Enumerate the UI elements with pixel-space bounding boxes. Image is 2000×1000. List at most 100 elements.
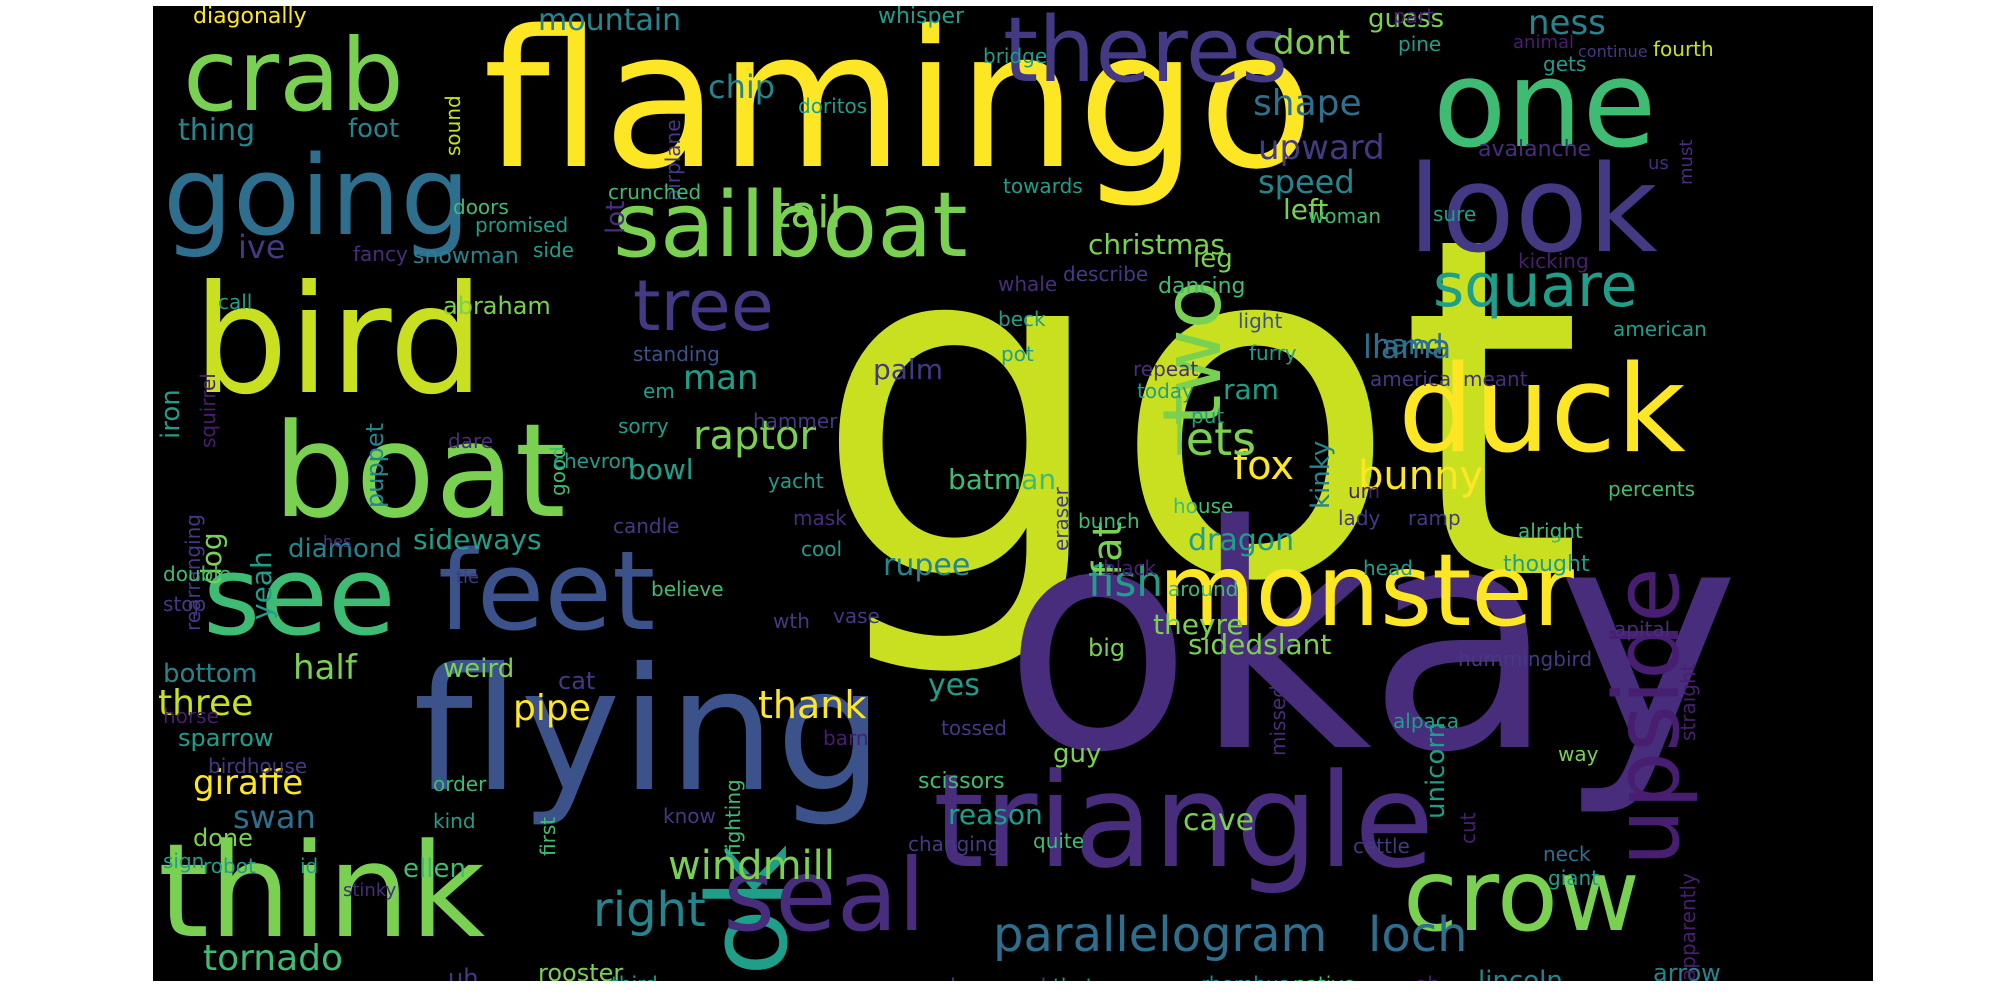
word-whisper: whisper	[878, 6, 965, 29]
word-rhombus: rhombus	[1201, 974, 1289, 981]
word-lincoln: lincoln	[1478, 966, 1563, 981]
word-wth: wth	[773, 609, 810, 633]
word-reason: reason	[948, 798, 1043, 831]
word-ellen: ellen	[403, 854, 466, 884]
word-fox: fox	[1233, 443, 1294, 489]
word-crow: crow	[1403, 837, 1640, 954]
word-sidedslant: sidedslant	[1188, 628, 1332, 661]
word-thought: thought	[1503, 552, 1590, 577]
word-iron: iron	[156, 389, 186, 439]
word-hes: hes	[323, 532, 352, 551]
word-sailboat: sailboat	[613, 173, 968, 278]
word-see: see	[203, 532, 396, 660]
word-tie: tie	[456, 567, 480, 588]
word-vase: vase	[833, 604, 880, 628]
word-unicorn: unicorn	[1421, 721, 1451, 819]
word-furry: furry	[1249, 341, 1297, 365]
word-tail: tail	[773, 187, 842, 238]
word-apparently: apparently	[1676, 873, 1700, 981]
word-triangle: triangle	[933, 745, 1435, 897]
word-robot: robot	[203, 854, 256, 878]
word-believe: believe	[651, 577, 724, 601]
word-seal: seal	[723, 837, 926, 954]
word-cool: cool	[801, 537, 843, 561]
word-giraffe: giraffe	[193, 763, 304, 803]
word-bunny: bunny	[1358, 453, 1484, 499]
word-um: um	[1348, 479, 1381, 503]
word-alpaca: alpaca	[1393, 709, 1460, 733]
word-around: around	[1168, 577, 1239, 601]
word-diamond: diamond	[288, 534, 402, 564]
word-percents: percents	[1608, 477, 1696, 501]
word-flying: flying	[413, 632, 884, 830]
word-stop: stop	[163, 592, 207, 616]
word-horse: horse	[163, 704, 219, 728]
word-put: put	[1191, 404, 1225, 428]
word-lets: lets	[1173, 412, 1257, 466]
word-boat: boat	[273, 395, 566, 547]
word-meant: meant	[1463, 367, 1528, 391]
word-feet: feet	[438, 527, 656, 655]
word-bottom: bottom	[163, 659, 258, 689]
word-hammer: hammer	[753, 409, 838, 433]
word-america: america	[1370, 367, 1452, 391]
word-native: native	[1293, 974, 1355, 981]
word-cloud: got okay flamingo flying bird triangle boat thi…	[153, 6, 1873, 981]
word-christmas: christmas	[1088, 228, 1226, 261]
word-oh: oh	[1415, 974, 1440, 981]
word-rooster: rooster	[538, 959, 624, 981]
word-whale: whale	[998, 272, 1058, 296]
word-cut: cut	[1456, 812, 1480, 844]
word-fourth: fourth	[1653, 37, 1714, 61]
word-batman: batman	[948, 463, 1057, 496]
word-dragon: dragon	[1188, 523, 1295, 558]
word-abraham: abraham	[443, 292, 551, 320]
word-call: call	[218, 290, 253, 314]
word-way: way	[1558, 742, 1599, 766]
word-third: third	[611, 974, 658, 981]
word-bridge: bridge	[983, 44, 1048, 68]
word-avalanche: avalanche	[1478, 137, 1592, 162]
word-puppet: puppet	[361, 422, 389, 508]
word-dare: dare	[448, 429, 494, 453]
word-pine: pine	[1398, 32, 1442, 56]
word-dont: dont	[1273, 23, 1351, 63]
word-know: know	[663, 804, 716, 828]
word-pot: pot	[1001, 342, 1034, 366]
word-cave: cave	[1183, 803, 1255, 838]
word-monster: monster	[1158, 532, 1574, 649]
word-double: double	[163, 562, 232, 586]
word-sparrow: sparrow	[178, 724, 274, 752]
word-lot: lot	[601, 200, 631, 234]
word-shape: shape	[1253, 83, 1362, 124]
word-light: light	[1238, 309, 1283, 333]
word-rupee: rupee	[883, 548, 971, 583]
word-tree: tree	[633, 265, 774, 347]
word-mountain: mountain	[538, 6, 682, 38]
word-right: right	[593, 882, 706, 938]
word-giant: giant	[1548, 866, 1600, 890]
word-woman: woman	[1308, 204, 1382, 228]
word-missed: missed	[1266, 685, 1290, 756]
word-thing: thing	[178, 113, 256, 148]
word-chevron: chevron	[553, 449, 634, 473]
word-doors: doors	[453, 195, 509, 219]
word-eraser: eraser	[1049, 487, 1073, 551]
word-thank: thank	[758, 683, 867, 727]
word-describe: describe	[1063, 262, 1149, 286]
word-yeah: yeah	[245, 551, 278, 620]
word-one: one	[1433, 36, 1657, 175]
word-chip: chip	[708, 68, 776, 106]
word-llama: llama	[1363, 328, 1452, 366]
word-candle: candle	[613, 514, 680, 538]
word-us: us	[1648, 153, 1669, 174]
word-hand: hand	[1373, 328, 1444, 361]
word-scissors: scissors	[918, 769, 1005, 794]
word-arrow: arrow	[1653, 959, 1721, 981]
word-bunch: bunch	[1078, 509, 1140, 533]
word-got: got	[813, 137, 1584, 684]
word-three: three	[158, 683, 254, 724]
word-lady: lady	[1338, 506, 1381, 530]
word-kicking: kicking	[1518, 249, 1589, 273]
word-sorry: sorry	[618, 414, 669, 438]
